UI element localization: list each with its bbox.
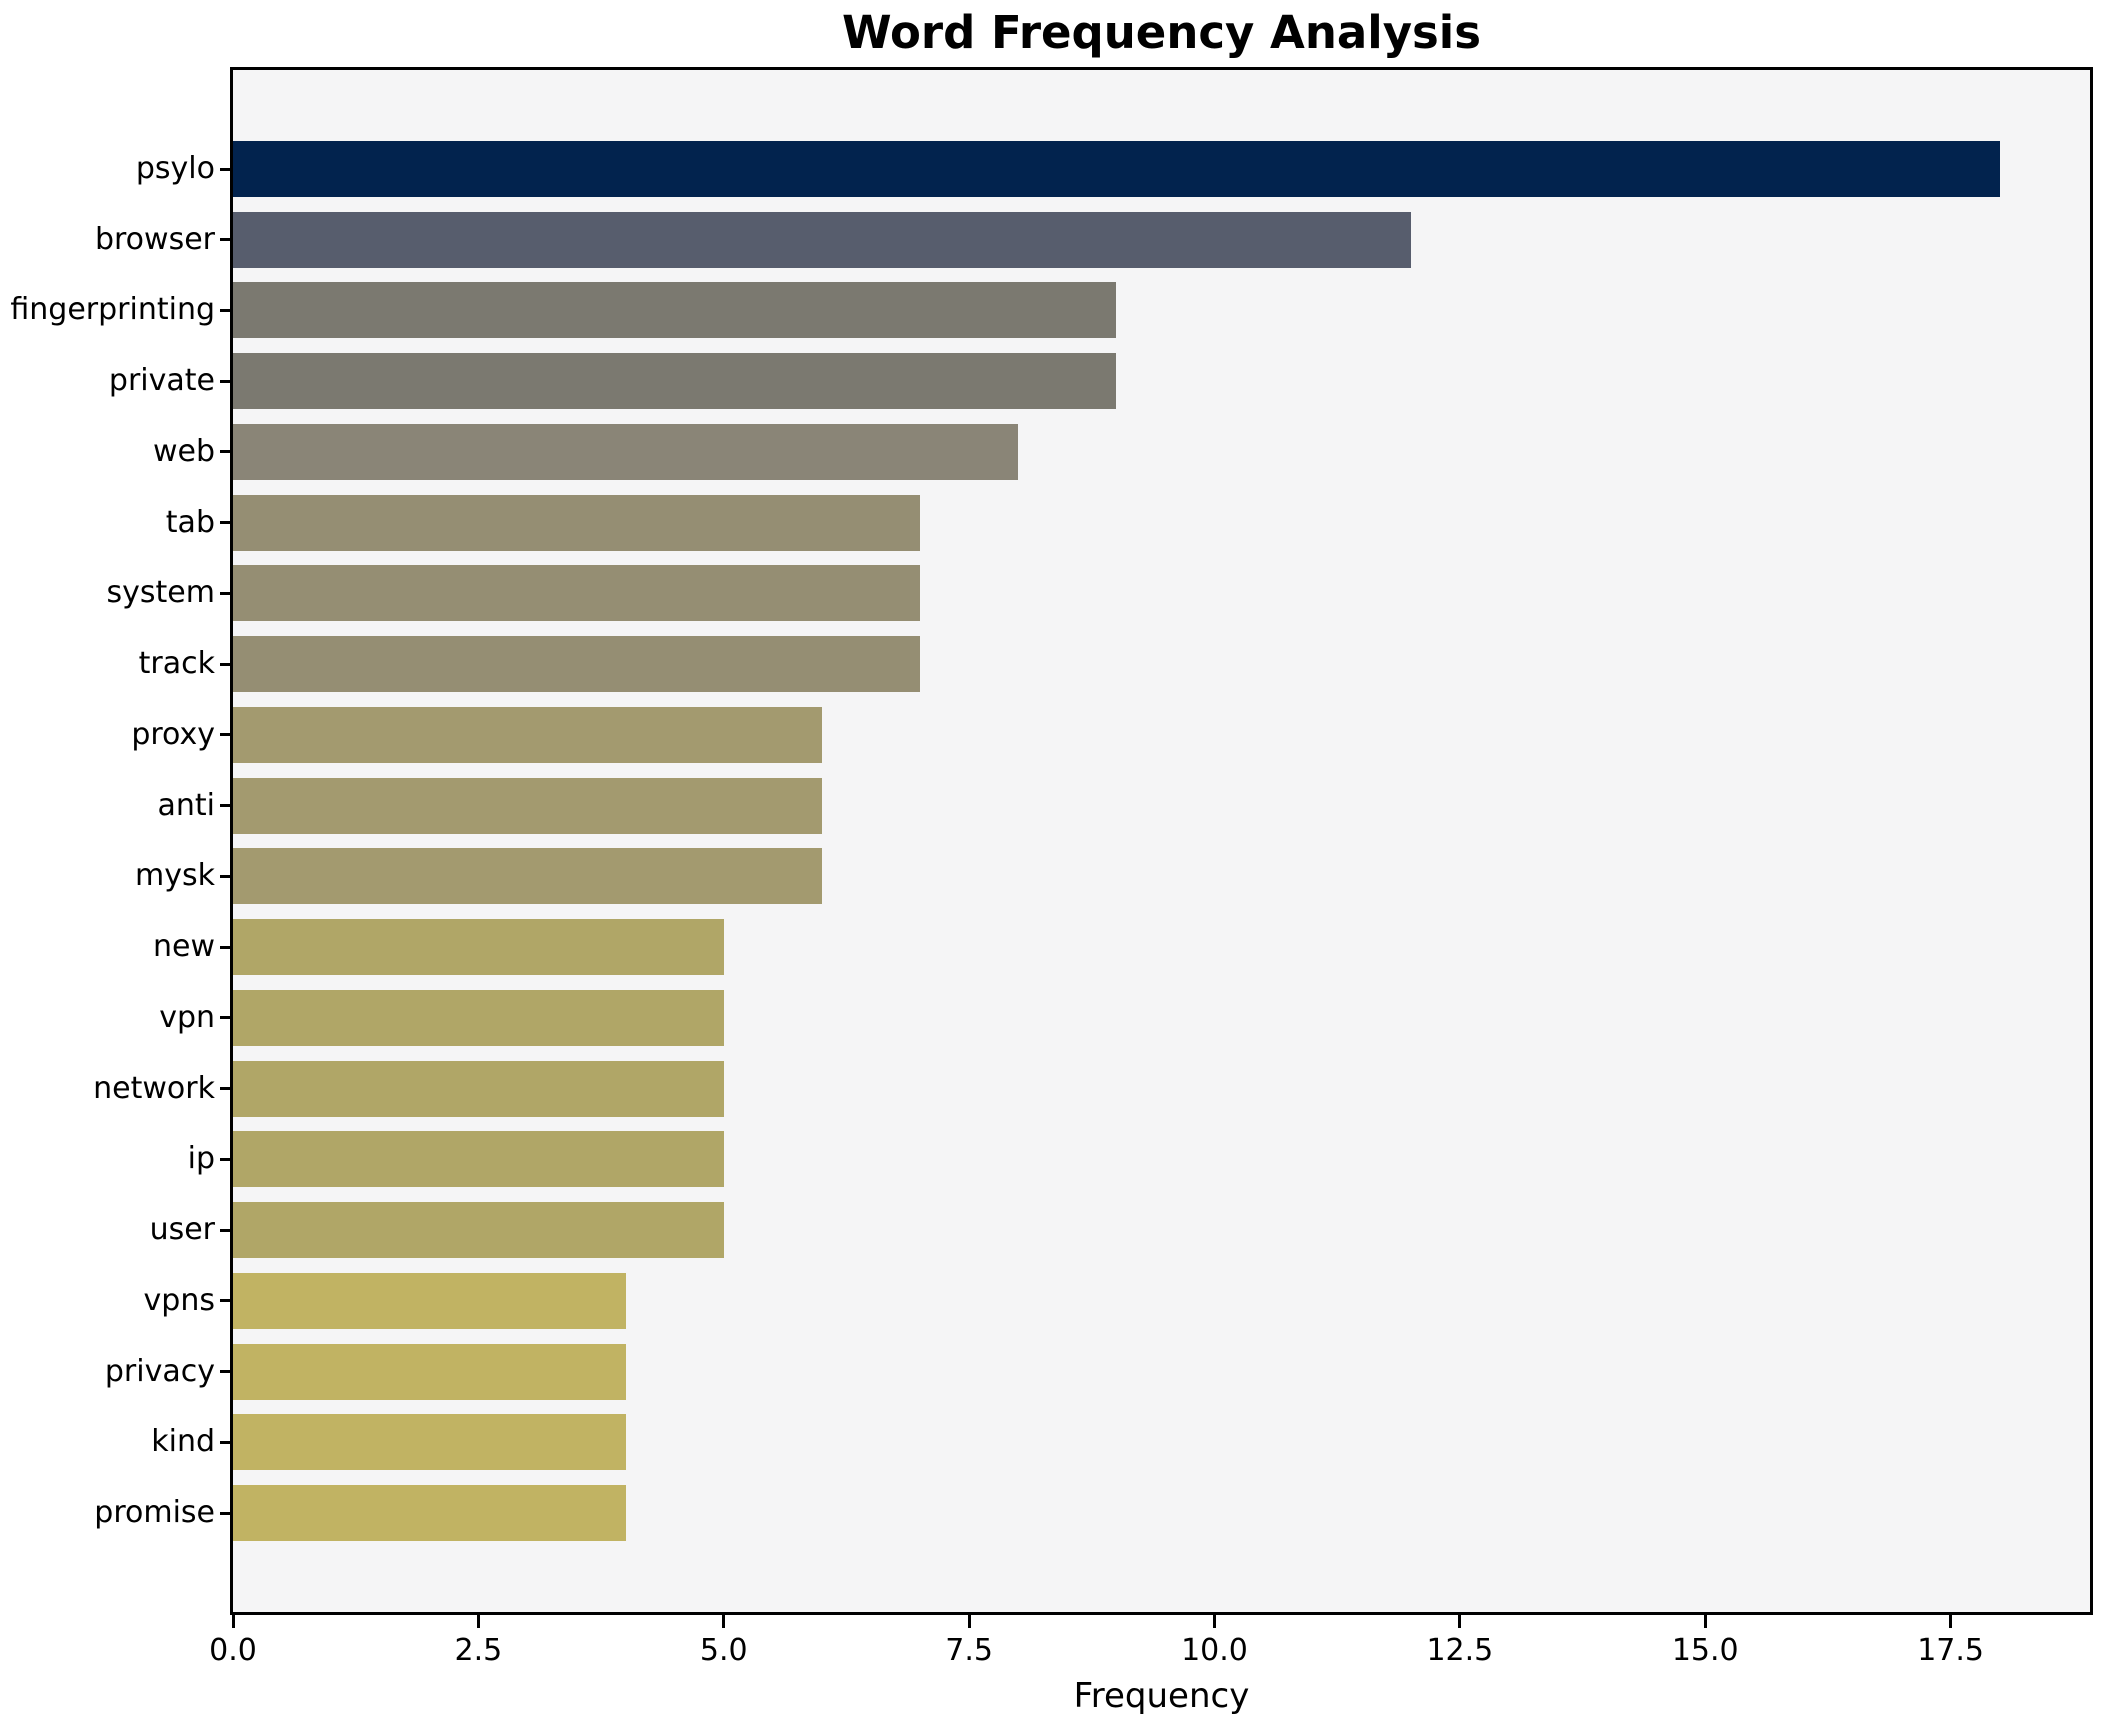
y-tick-mark <box>220 1016 232 1020</box>
y-tick-label-proxy: proxy <box>131 716 215 752</box>
bar-vpn <box>233 989 724 1046</box>
y-tick-label-ip: ip <box>187 1141 215 1177</box>
y-tick-mark <box>220 804 232 808</box>
y-tick-label-new: new <box>152 929 215 965</box>
x-tick-mark <box>1458 1615 1462 1628</box>
chart-title: Word Frequency Analysis <box>841 6 1482 59</box>
x-tick-mark <box>231 1615 235 1628</box>
y-tick-mark <box>220 308 232 312</box>
y-tick-mark <box>220 874 232 878</box>
bar-promise <box>233 1485 626 1542</box>
y-tick-mark <box>220 945 232 949</box>
y-tick-label-vpns: vpns <box>143 1282 215 1318</box>
bar-track <box>233 636 921 693</box>
bar-new <box>233 919 724 976</box>
y-tick-label-fingerprinting: fingerprinting <box>10 292 215 328</box>
y-tick-mark <box>220 238 232 242</box>
x-tick-mark <box>1703 1615 1707 1628</box>
bar-kind <box>233 1414 626 1471</box>
x-tick-label-10.0: 10.0 <box>1181 1633 1248 1668</box>
y-tick-label-privacy: privacy <box>104 1353 215 1389</box>
y-tick-mark <box>220 1440 232 1444</box>
x-tick-label-17.5: 17.5 <box>1917 1633 1985 1668</box>
y-tick-mark <box>220 450 232 454</box>
y-tick-label-anti: anti <box>157 787 216 823</box>
bar-psylo <box>233 141 2000 197</box>
bar-ip <box>233 1131 724 1188</box>
y-tick-mark <box>220 167 232 171</box>
y-tick-mark <box>220 733 232 737</box>
y-tick-label-private: private <box>108 363 215 399</box>
bar-anti <box>233 777 822 834</box>
bar-fingerprinting <box>233 282 1117 339</box>
y-tick-label-vpn: vpn <box>159 999 215 1035</box>
bar-network <box>233 1060 724 1117</box>
x-axis-label: Frequency <box>1073 1676 1250 1716</box>
y-tick-mark <box>220 1370 232 1374</box>
y-tick-mark <box>220 1511 232 1515</box>
x-tick-mark <box>1213 1615 1216 1628</box>
y-tick-mark <box>220 1299 232 1303</box>
bar-proxy <box>233 706 822 763</box>
bar-system <box>233 565 921 622</box>
x-tick-mark <box>476 1615 480 1628</box>
bar-tab <box>233 494 921 551</box>
x-tick-label-0.0: 0.0 <box>209 1633 257 1668</box>
y-tick-mark <box>220 521 232 525</box>
y-tick-label-kind: kind <box>151 1424 215 1460</box>
x-tick-label-2.5: 2.5 <box>454 1633 503 1668</box>
x-tick-mark <box>967 1615 971 1628</box>
x-tick-label-5.0: 5.0 <box>699 1633 748 1668</box>
y-tick-mark <box>220 1087 232 1091</box>
y-tick-label-mysk: mysk <box>135 858 215 894</box>
y-tick-label-browser: browser <box>94 221 215 257</box>
y-tick-mark <box>220 591 232 595</box>
bar-vpns <box>233 1272 626 1329</box>
y-tick-mark <box>220 662 232 666</box>
bar-user <box>233 1202 724 1259</box>
x-tick-label-12.5: 12.5 <box>1426 1633 1494 1668</box>
y-tick-label-track: track <box>138 646 215 682</box>
y-tick-mark <box>220 1228 232 1232</box>
bar-web <box>233 423 1019 480</box>
bar-private <box>233 353 1117 410</box>
x-tick-mark <box>1949 1615 1953 1628</box>
y-tick-label-system: system <box>106 575 215 611</box>
x-tick-mark <box>722 1615 726 1628</box>
y-tick-mark <box>220 1157 232 1161</box>
y-tick-label-psylo: psylo <box>135 151 215 186</box>
bar-privacy <box>233 1343 626 1400</box>
y-tick-label-network: network <box>93 1070 215 1106</box>
y-tick-label-user: user <box>149 1212 215 1248</box>
y-tick-label-tab: tab <box>165 504 215 540</box>
x-tick-label-15.0: 15.0 <box>1671 1633 1739 1668</box>
y-tick-label-promise: promise <box>94 1495 215 1531</box>
y-tick-label-web: web <box>152 433 215 469</box>
bar-browser <box>233 211 1411 268</box>
x-tick-label-7.5: 7.5 <box>945 1633 993 1668</box>
y-tick-mark <box>220 379 232 383</box>
bar-mysk <box>233 848 822 905</box>
